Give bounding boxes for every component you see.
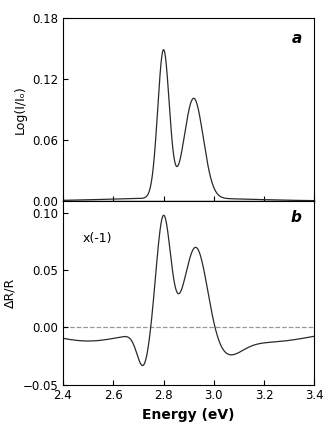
X-axis label: Energy (eV): Energy (eV) (142, 408, 235, 422)
Text: a: a (292, 30, 302, 46)
Y-axis label: Log(I/Iₒ): Log(I/Iₒ) (13, 85, 26, 134)
Text: b: b (291, 210, 302, 225)
Text: x(-1): x(-1) (83, 232, 113, 245)
Y-axis label: ΔR/R: ΔR/R (4, 278, 17, 308)
